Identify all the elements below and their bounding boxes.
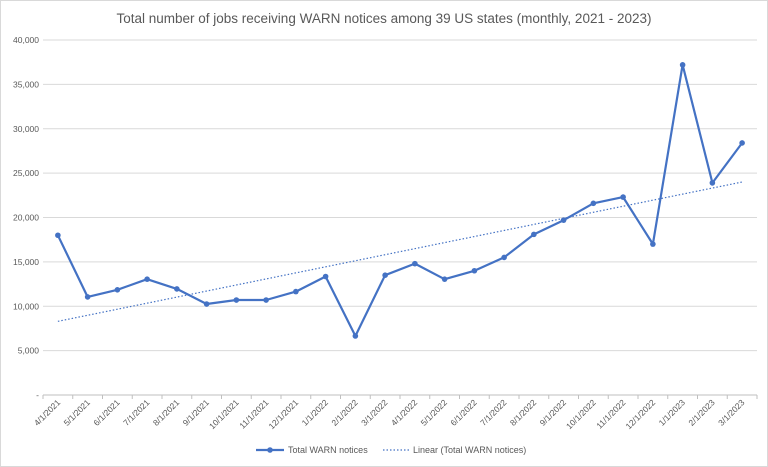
trendline-line (57, 181, 743, 322)
x-tick-label: 4/1/2021 (32, 397, 63, 428)
data-point (650, 241, 656, 247)
y-tick-label: 15,000 (13, 257, 39, 267)
x-tick-label: 8/1/2022 (508, 397, 539, 428)
data-point (620, 194, 626, 200)
legend-series-marker (267, 447, 273, 453)
x-tick-label: 10/1/2021 (207, 397, 241, 431)
data-point (144, 276, 150, 282)
data-point (679, 62, 686, 68)
data-point (739, 140, 745, 146)
x-tick-label: 12/1/2022 (623, 397, 657, 431)
data-point (412, 260, 418, 267)
x-axis (42, 394, 758, 399)
series-total-warn-notices (55, 62, 745, 339)
data-point (84, 294, 91, 300)
data-point (55, 232, 61, 239)
y-tick-label: 20,000 (13, 213, 39, 223)
data-point (501, 254, 507, 261)
trendline (57, 181, 743, 322)
chart-title: Total number of jobs receiving WARN noti… (116, 11, 651, 26)
y-tick-label: 40,000 (13, 35, 39, 45)
data-point (263, 297, 269, 303)
y-tick-label: 10,000 (13, 301, 39, 311)
x-tick-label: 6/1/2022 (448, 397, 479, 428)
x-tick-label: 5/1/2021 (62, 397, 93, 428)
series-line (56, 63, 743, 338)
data-point (590, 200, 597, 207)
legend-label-series: Total WARN notices (288, 445, 368, 455)
legend: Total WARN notices Linear (Total WARN not… (256, 445, 526, 455)
data-point (441, 276, 448, 282)
x-tick-label: 10/1/2022 (564, 397, 598, 431)
x-axis-ticks: 4/1/2021 5/1/2021 6/1/2021 7/1/2021 8/1/2021… (32, 397, 747, 431)
x-tick-label: 6/1/2021 (91, 397, 122, 428)
x-tick-label: 1/1/2022 (300, 397, 331, 428)
data-point (203, 301, 210, 307)
x-tick-label: 11/1/2022 (594, 397, 628, 431)
y-tick-label: - (36, 390, 39, 400)
x-tick-label: 1/1/2023 (657, 397, 688, 428)
x-tick-label: 4/1/2022 (389, 397, 420, 428)
x-tick-label: 3/1/2023 (716, 397, 747, 428)
y-axis-ticks: - 5,000 10,000 15,000 20,000 25,000 30,000 35,0… (13, 35, 39, 400)
data-point (531, 231, 537, 238)
x-tick-label: 2/1/2022 (329, 397, 360, 428)
y-tick-label: 5,000 (18, 346, 40, 356)
x-tick-label: 7/1/2022 (478, 397, 509, 428)
data-point (114, 287, 121, 293)
x-tick-label: 11/1/2021 (237, 397, 271, 431)
x-tick-label: 8/1/2021 (151, 397, 182, 428)
data-point (322, 273, 329, 280)
data-point (560, 217, 567, 223)
y-tick-label: 35,000 (13, 79, 39, 89)
data-point (471, 267, 478, 274)
x-tick-label: 2/1/2023 (686, 397, 717, 428)
x-tick-label: 3/1/2022 (359, 397, 390, 428)
x-tick-label: 12/1/2021 (266, 397, 300, 431)
data-point (382, 272, 388, 278)
data-point (233, 297, 240, 303)
x-tick-label: 7/1/2021 (121, 397, 152, 428)
data-point (709, 180, 716, 186)
y-tick-label: 30,000 (13, 124, 39, 134)
data-point (293, 288, 299, 295)
legend-label-trendline: Linear (Total WARN notices) (413, 445, 526, 455)
x-tick-label: 5/1/2022 (419, 397, 450, 428)
y-tick-label: 25,000 (13, 168, 39, 178)
gridlines (43, 39, 757, 352)
data-point (352, 333, 359, 339)
data-point (174, 286, 180, 292)
